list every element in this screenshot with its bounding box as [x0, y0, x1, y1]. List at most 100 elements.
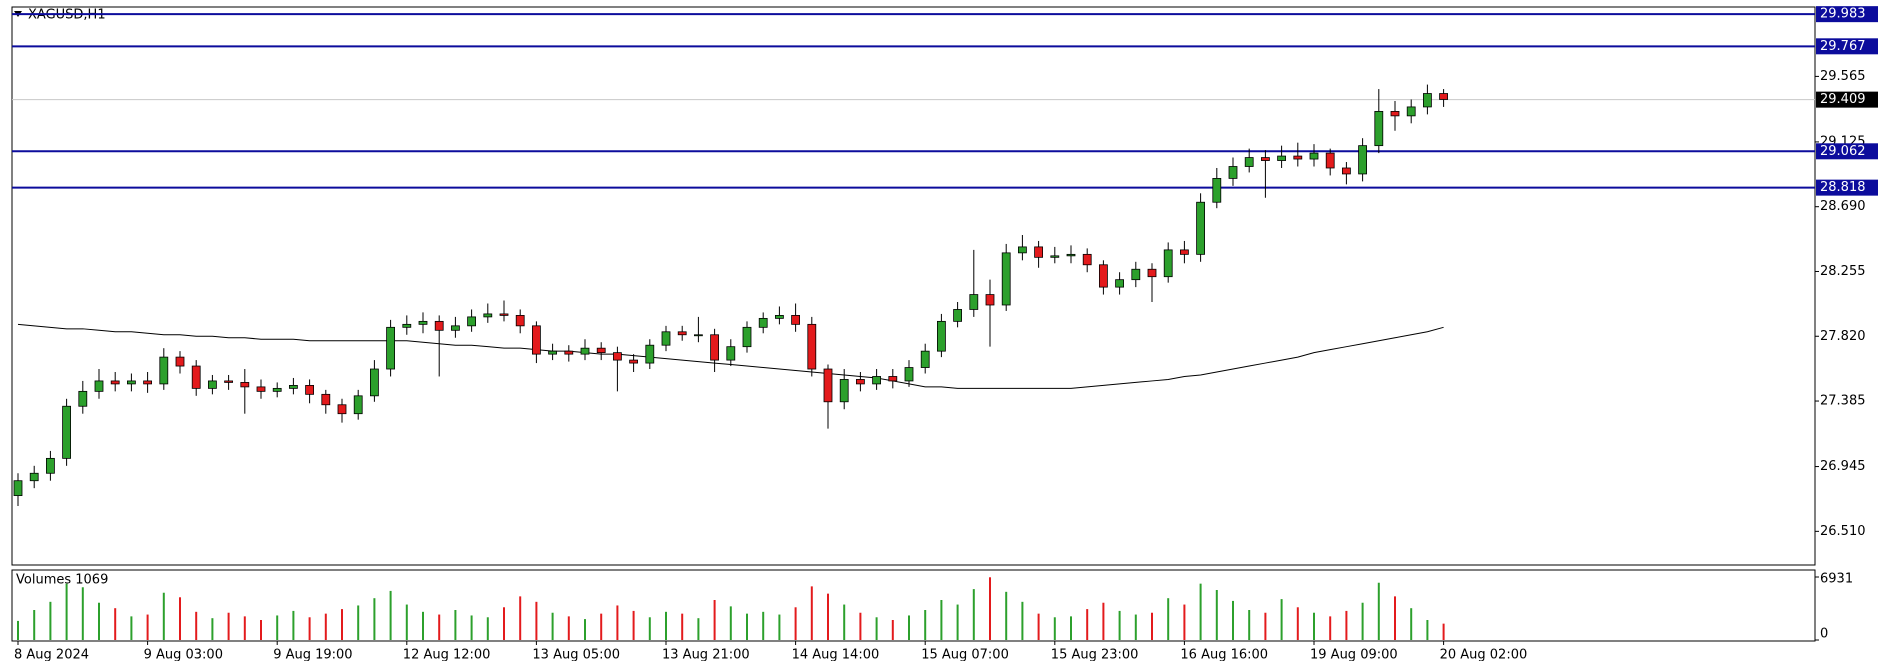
candle-body [62, 405, 71, 459]
candle-body [288, 385, 298, 389]
candle-body [499, 313, 509, 316]
candle-body [920, 350, 930, 368]
candle-body [143, 380, 153, 385]
candle-body [726, 346, 736, 361]
candle-body [1325, 152, 1335, 169]
level-label: 29.983 [1820, 7, 1866, 22]
candle-body [1423, 93, 1432, 108]
volume-tick-label: 6931 [1820, 572, 1853, 587]
x-tick-label: 13 Aug 05:00 [532, 648, 620, 661]
candle-body [839, 379, 849, 403]
x-tick-label: 19 Aug 09:00 [1310, 648, 1398, 661]
volume-pane [11, 569, 1816, 642]
candle-body [191, 365, 201, 389]
candle-body [1050, 255, 1060, 258]
x-tick-label: 9 Aug 19:00 [273, 648, 352, 661]
candle-body [629, 359, 638, 364]
candle-body [953, 309, 962, 322]
candle-body [823, 368, 833, 403]
candle-body [596, 347, 606, 354]
last-price-label: 29.409 [1820, 92, 1866, 107]
candle-body [402, 323, 412, 328]
candle-body [645, 344, 655, 364]
volume-tick-label: 0 [1820, 627, 1828, 642]
x-tick-label: 9 Aug 03:00 [144, 648, 223, 661]
y-tick-label: 28.690 [1820, 199, 1866, 214]
candle-body [742, 326, 752, 348]
y-tick-label: 28.255 [1820, 264, 1866, 279]
candle-body [418, 320, 428, 325]
candle-body [1309, 152, 1319, 160]
candle-body [661, 331, 671, 346]
level-box [1816, 38, 1878, 55]
candle-body [548, 350, 557, 355]
candle-body [532, 325, 541, 355]
candle-body [775, 315, 784, 319]
x-tick-label: 14 Aug 14:00 [792, 648, 880, 661]
candle-body [450, 325, 460, 331]
candle-body [1018, 246, 1027, 254]
candle-body [710, 334, 719, 361]
candle-body [888, 376, 898, 382]
x-tick-label: 15 Aug 07:00 [921, 648, 1009, 661]
candle-body [434, 320, 444, 331]
y-tick-label: 26.945 [1820, 459, 1866, 474]
y-tick-label: 29.565 [1820, 69, 1866, 84]
price-pane [11, 6, 1816, 566]
candle-body [272, 387, 282, 392]
candle-body [904, 367, 914, 382]
y-tick-label: 26.510 [1820, 524, 1866, 539]
candle-body [127, 380, 136, 385]
candle-body [1374, 110, 1384, 147]
candle-body [256, 386, 266, 392]
candle-body [305, 385, 315, 395]
candle-body [807, 323, 817, 370]
candle-body [1180, 249, 1189, 255]
volume-title: Volumes 1069 [16, 573, 108, 588]
candle-body [580, 347, 590, 355]
candle-body [1001, 252, 1011, 306]
candle-body [758, 317, 768, 328]
candle-body [1196, 201, 1205, 255]
candle-body [613, 352, 622, 361]
candle-body [29, 472, 39, 482]
candle-body [1212, 178, 1222, 203]
candle-body [1342, 167, 1351, 175]
candle-body [1131, 268, 1141, 281]
candle-body [175, 356, 185, 367]
candle-body [677, 331, 687, 336]
last-price-box [1816, 91, 1878, 108]
candle-body [337, 404, 347, 415]
candle-body [969, 294, 979, 310]
candle-body [1390, 110, 1400, 117]
candle-body [369, 368, 379, 397]
level-box [1816, 179, 1878, 196]
candle-body [110, 380, 120, 385]
candle-body [78, 390, 88, 407]
candle-body [1277, 155, 1286, 161]
candle-body [1293, 155, 1303, 160]
candle-body [1244, 157, 1254, 167]
candle-body [1066, 253, 1076, 257]
candle-body [386, 326, 396, 370]
candle-body [856, 379, 865, 385]
level-label: 28.818 [1820, 180, 1866, 195]
candle-body [207, 380, 217, 389]
x-tick-label: 20 Aug 02:00 [1440, 648, 1528, 661]
candle-body [791, 315, 800, 325]
candle-body [483, 313, 493, 318]
candle-body [1261, 157, 1270, 161]
x-tick-label: 12 Aug 12:00 [403, 648, 491, 661]
candle-body [937, 320, 946, 352]
candle-body [321, 393, 331, 406]
candle-body [564, 350, 574, 355]
candle-body [240, 382, 250, 388]
candle-body [1082, 253, 1092, 266]
level-box [1816, 143, 1878, 160]
y-tick-label: 27.820 [1820, 329, 1866, 344]
candle-body [1406, 106, 1416, 117]
level-label: 29.767 [1820, 39, 1866, 54]
candle-body [159, 356, 169, 385]
candle-body [1228, 166, 1238, 179]
